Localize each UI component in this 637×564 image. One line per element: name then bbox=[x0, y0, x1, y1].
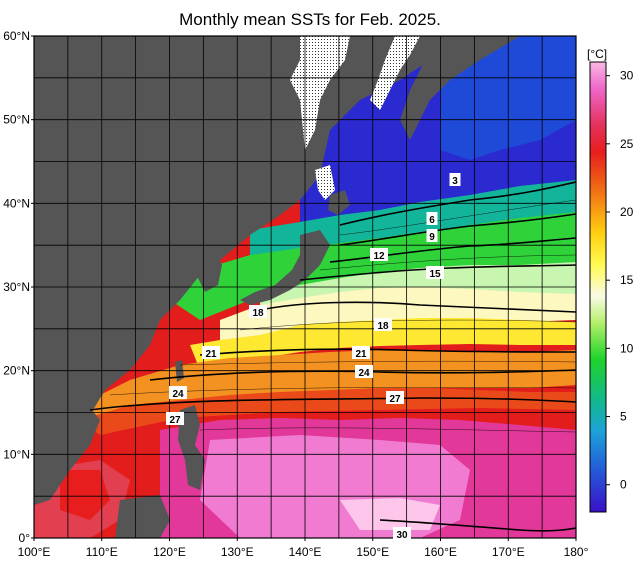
contour-label: 21 bbox=[205, 349, 217, 360]
contour-label-bg bbox=[169, 386, 187, 399]
lon-label: 150°E bbox=[356, 545, 389, 559]
lon-label: 170°E bbox=[492, 545, 525, 559]
contour-label-bg bbox=[426, 212, 438, 225]
contour-label-bg bbox=[370, 248, 388, 261]
lat-label: 10°N bbox=[3, 447, 30, 461]
contour-label: 27 bbox=[169, 415, 181, 426]
lon-label: 140°E bbox=[289, 545, 322, 559]
latitude-labels: 60°N 50°N 40°N 30°N 20°N 10°N 0° bbox=[3, 29, 34, 545]
lat-label: 60°N bbox=[3, 29, 30, 43]
contour-label: 9 bbox=[429, 232, 435, 243]
lon-label: 130°E bbox=[221, 545, 254, 559]
lat-label: 50°N bbox=[3, 113, 30, 127]
lat-label: 40°N bbox=[3, 196, 30, 210]
colorbar-tick-label: 15 bbox=[620, 273, 634, 287]
contour-label-bg bbox=[352, 346, 370, 359]
lon-label: 120°E bbox=[153, 545, 186, 559]
contour-label-bg bbox=[166, 412, 184, 425]
contour-label: 12 bbox=[373, 251, 385, 262]
lat-label: 0° bbox=[19, 531, 31, 545]
lat-label: 30°N bbox=[3, 280, 30, 294]
contour-label: 6 bbox=[429, 215, 435, 226]
contour-label-bg bbox=[249, 305, 267, 318]
contour-label: 27 bbox=[389, 394, 401, 405]
lat-label: 20°N bbox=[3, 364, 30, 378]
colorbar-gradient bbox=[589, 61, 607, 513]
lon-label: 160°E bbox=[424, 545, 457, 559]
lon-label: 100°E bbox=[18, 545, 51, 559]
lat-lon-grid bbox=[34, 36, 576, 538]
colorbar-unit: [°C] bbox=[587, 47, 607, 61]
contour-label: 24 bbox=[358, 368, 370, 379]
contour-label-bg bbox=[355, 365, 373, 378]
contour-label-bg bbox=[449, 173, 461, 186]
colorbar-ticks: 30 25 20 15 10 5 0 bbox=[606, 69, 634, 492]
lon-label: 180° bbox=[564, 545, 589, 559]
colorbar: [°C] 30 25 20 15 10 5 0 bbox=[587, 47, 634, 513]
contour-labels: 3 6 9 12 15 18 18 21 21 24 24 27 27 30 bbox=[166, 173, 461, 541]
contour-label: 21 bbox=[355, 349, 367, 360]
contour-label: 3 bbox=[452, 176, 458, 187]
contour-label-bg bbox=[202, 346, 220, 359]
contour-label: 15 bbox=[429, 269, 441, 280]
contour-label-bg bbox=[374, 318, 392, 331]
colorbar-tick-label: 30 bbox=[620, 69, 634, 83]
contour-label-bg bbox=[386, 391, 404, 404]
contour-label: 30 bbox=[396, 530, 408, 541]
longitude-labels: 100°E 110°E 120°E 130°E 140°E 150°E 160°E 170°E… bbox=[18, 538, 589, 559]
colorbar-tick-label: 5 bbox=[620, 410, 627, 424]
colorbar-tick-label: 25 bbox=[620, 137, 634, 151]
contour-label-bg bbox=[393, 527, 411, 540]
contour-label-bg bbox=[426, 229, 438, 242]
lon-label: 110°E bbox=[86, 545, 118, 559]
contour-label: 24 bbox=[172, 389, 184, 400]
map-title: Monthly mean SSTs for Feb. 2025. bbox=[179, 10, 441, 29]
contour-label: 18 bbox=[252, 308, 264, 319]
contour-label: 18 bbox=[377, 321, 389, 332]
colorbar-tick-label: 10 bbox=[620, 341, 634, 355]
colorbar-tick-label: 0 bbox=[620, 478, 627, 492]
colorbar-tick-label: 20 bbox=[620, 205, 634, 219]
contour-label-bg bbox=[426, 266, 444, 279]
